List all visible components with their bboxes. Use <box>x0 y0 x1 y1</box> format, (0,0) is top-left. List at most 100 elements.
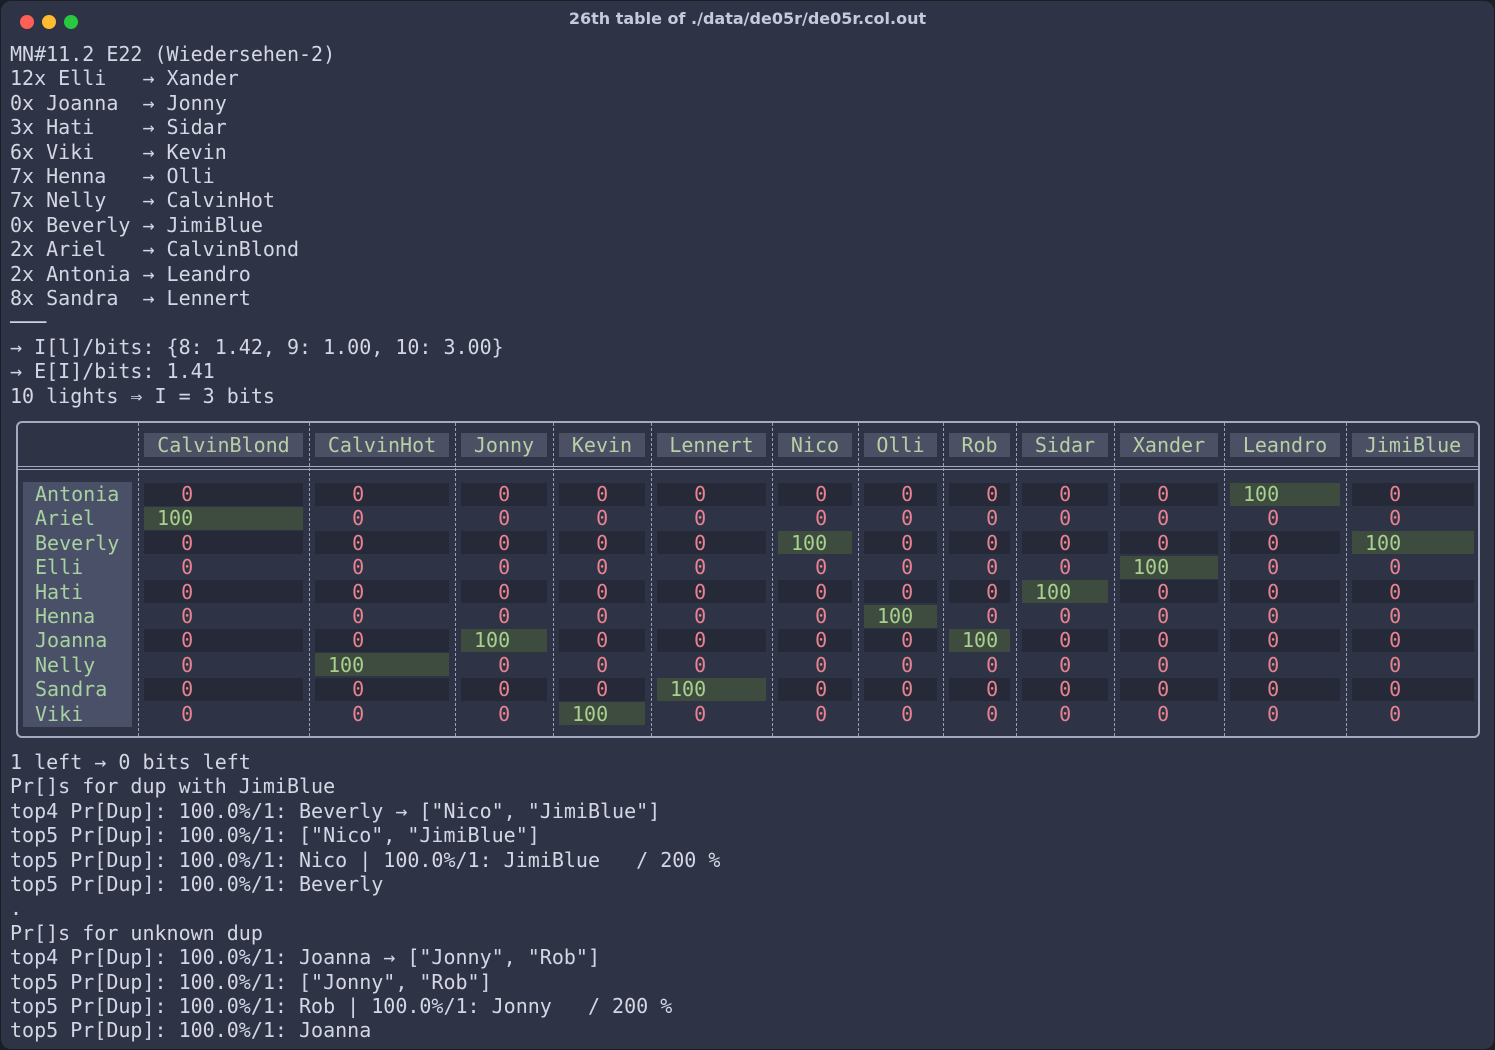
cell-value: 0 <box>694 604 707 628</box>
cell-value: 0 <box>986 701 999 726</box>
row-header-bg <box>23 482 132 727</box>
cell-value: 100 <box>1035 579 1072 604</box>
column-header: Rob <box>949 433 1010 457</box>
cell-value: 100 <box>1243 482 1280 506</box>
cell-bg <box>144 628 303 652</box>
column-header: CalvinHot <box>315 433 449 457</box>
cell-bg <box>1352 677 1474 701</box>
cell-bg <box>144 677 303 701</box>
cell-value: 0 <box>986 482 999 506</box>
cell-value: 0 <box>596 652 609 677</box>
cell-bg <box>778 482 852 506</box>
cell-value: 0 <box>352 506 365 531</box>
column-header: Jonny <box>461 433 547 457</box>
cell-value: 0 <box>1389 506 1402 531</box>
cell-value: 0 <box>815 579 828 604</box>
cell-value: 0 <box>1389 628 1402 653</box>
cell-value: 0 <box>815 628 828 653</box>
cell-bg <box>461 677 547 701</box>
column-header: Xander <box>1120 433 1218 457</box>
cell-value: 0 <box>986 652 999 677</box>
cell-value: 0 <box>1157 652 1170 677</box>
column-separator <box>455 423 456 736</box>
cell-value: 0 <box>352 482 365 506</box>
output-line: top5 Pr[Dup]: 100.0%/1: Joanna <box>10 1018 372 1043</box>
cell-bg <box>657 580 766 604</box>
cell-value: 0 <box>1157 506 1170 531</box>
cell-value: 0 <box>498 677 511 702</box>
cell-value: 0 <box>1389 701 1402 726</box>
column-header: Nico <box>778 433 852 457</box>
cell-bg <box>461 580 547 604</box>
minimize-button[interactable] <box>42 15 56 29</box>
output-line: → I[l]/bits: {8: 1.42, 9: 1.00, 10: 3.00… <box>10 334 504 359</box>
cell-bg <box>949 531 1010 555</box>
output-line: top5 Pr[Dup]: 100.0%/1: ["Nico", "JimiBl… <box>10 823 540 848</box>
cell-value: 0 <box>694 701 707 726</box>
cell-bg <box>1022 531 1108 555</box>
cell-value: 0 <box>694 530 707 555</box>
cell-value: 0 <box>498 482 511 506</box>
column-separator <box>553 423 554 736</box>
cell-value: 0 <box>596 579 609 604</box>
output-line: 0x Beverly → JimiBlue <box>10 212 263 237</box>
cell-value: 0 <box>1267 652 1280 677</box>
zoom-button[interactable] <box>64 15 78 29</box>
cell-value: 0 <box>181 555 194 580</box>
close-button[interactable] <box>20 15 34 29</box>
cell-value: 0 <box>596 604 609 628</box>
cell-value: 0 <box>352 579 365 604</box>
output-line: 12x Elli → Xander <box>10 66 239 91</box>
output-line: 2x Antonia → Leandro <box>10 261 251 286</box>
cell-value: 0 <box>181 701 194 726</box>
cell-value: 0 <box>986 555 999 580</box>
cell-value: 0 <box>181 652 194 677</box>
cell-value: 0 <box>1157 604 1170 628</box>
cell-bg <box>778 628 852 652</box>
cell-value: 0 <box>1267 555 1280 580</box>
cell-value: 0 <box>815 701 828 726</box>
output-line: 0x Joanna → Jonny <box>10 90 227 115</box>
cell-value: 0 <box>901 506 914 531</box>
cell-value: 0 <box>901 482 914 506</box>
cell-value: 0 <box>815 652 828 677</box>
cell-bg <box>559 531 645 555</box>
cell-bg <box>315 531 449 555</box>
output-line: 7x Henna → Olli <box>10 164 215 188</box>
output-line: 6x Viki → Kevin <box>10 139 227 164</box>
cell-value: 0 <box>352 628 365 653</box>
cell-bg <box>1120 531 1218 555</box>
row-label: Henna <box>35 604 96 628</box>
cell-value: 100 <box>474 628 511 653</box>
output-line: MN#11.2 E22 (Wiedersehen-2) <box>10 42 336 66</box>
cell-bg <box>461 482 547 506</box>
cell-bg <box>1120 677 1218 701</box>
cell-value: 0 <box>1389 652 1402 677</box>
column-header: Sidar <box>1022 433 1108 457</box>
output-line: 3x Hati → Sidar <box>10 115 227 140</box>
cell-value: 0 <box>1267 506 1280 531</box>
cell-bg <box>864 628 937 652</box>
cell-value: 0 <box>1059 506 1072 531</box>
cell-bg <box>559 628 645 652</box>
output-line: 2x Ariel → CalvinBlond <box>10 237 299 262</box>
column-separator <box>943 423 944 736</box>
cell-bg <box>559 677 645 701</box>
window-title: 26th table of ./data/de05r/de05r.col.out <box>568 9 927 28</box>
cell-value: 0 <box>181 628 194 653</box>
cell-value: 0 <box>901 579 914 604</box>
cell-bg <box>315 653 449 677</box>
output-line: . <box>10 896 23 921</box>
cell-value: 0 <box>498 604 511 628</box>
cell-value: 0 <box>1059 628 1072 653</box>
cell-value: 0 <box>901 677 914 702</box>
cell-value: 0 <box>596 555 609 580</box>
cell-bg <box>1120 580 1218 604</box>
cell-bg <box>657 482 766 506</box>
row-label: Hati <box>35 579 84 604</box>
cell-value: 100 <box>572 701 609 726</box>
cell-value: 100 <box>1365 530 1402 555</box>
output-line: top5 Pr[Dup]: 100.0%/1: Beverly <box>10 872 384 896</box>
cell-bg <box>315 628 449 652</box>
cell-bg <box>1230 531 1340 555</box>
